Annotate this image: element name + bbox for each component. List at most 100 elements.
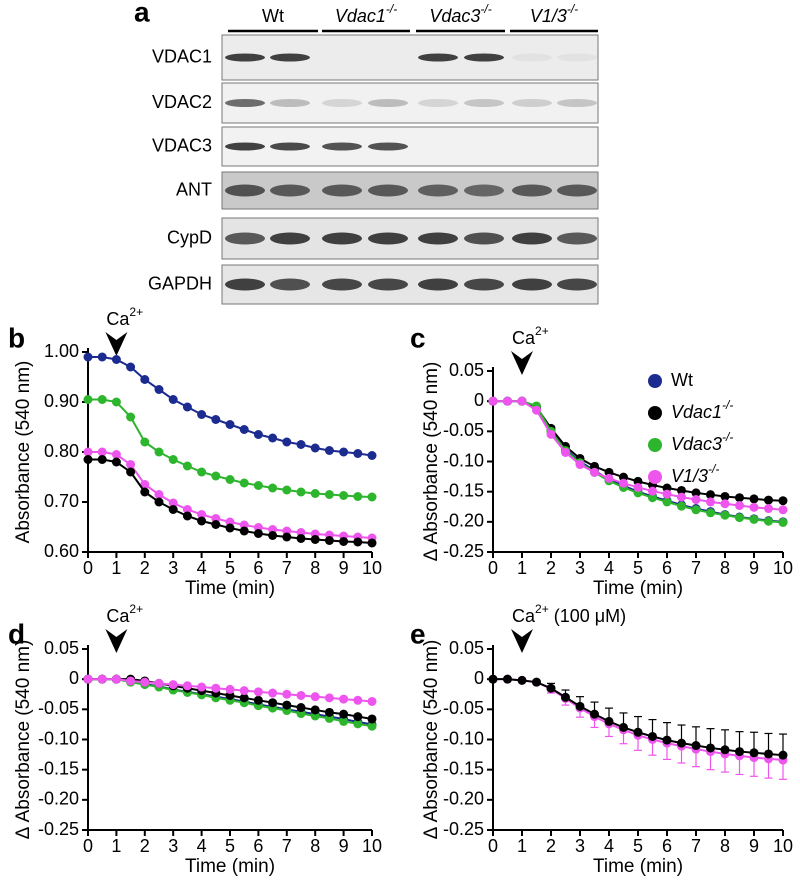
x-tick-label: 3 [575, 836, 585, 856]
data-point [97, 352, 107, 362]
y-tick-label: -0.15 [443, 758, 484, 778]
x-tick-label: 2 [546, 836, 556, 856]
y-tick-label: -0.10 [443, 728, 484, 748]
legend-label-sup: -/- [722, 398, 733, 412]
y-tick-label: -0.25 [443, 819, 484, 839]
data-point [546, 683, 556, 693]
group-label: Wt [262, 6, 284, 26]
data-point [532, 405, 541, 415]
x-axis-label: Time (min) [185, 578, 275, 599]
data-point [339, 709, 349, 719]
data-point [691, 495, 701, 505]
data-point [182, 505, 192, 514]
blot-band [418, 232, 458, 245]
x-tick-label: 6 [662, 836, 672, 856]
blot-band [322, 99, 362, 107]
blot-band [225, 53, 265, 62]
blot-band [512, 184, 552, 197]
data-point [764, 516, 773, 526]
blot-band [464, 53, 504, 62]
data-point [590, 467, 599, 477]
data-point [633, 727, 643, 737]
data-point [310, 443, 320, 453]
group-label-main: Wt [262, 6, 284, 26]
x-tick-label: 1 [517, 836, 527, 856]
data-point [749, 502, 759, 512]
data-point [764, 749, 773, 759]
data-point [182, 681, 192, 691]
data-point [182, 461, 192, 471]
blot-band [557, 184, 597, 197]
data-point [225, 523, 235, 533]
data-point [253, 687, 263, 697]
x-tick-label: 7 [691, 558, 701, 578]
y-tick-label: 0.70 [44, 491, 79, 511]
data-point [604, 716, 614, 726]
panel-label: d [8, 618, 25, 649]
x-tick-label: 5 [633, 836, 643, 856]
y-tick-label: -0.15 [38, 758, 79, 778]
blot-band [512, 99, 552, 107]
data-point [532, 677, 541, 687]
blot-band [512, 232, 552, 245]
blot-row-label: GAPDH [148, 273, 212, 293]
y-tick-label: 0.05 [449, 638, 484, 658]
data-point [503, 674, 512, 684]
data-point [324, 693, 334, 703]
group-label-main: V1/3 [530, 6, 567, 26]
data-point [662, 489, 672, 499]
y-tick-label: 0.05 [449, 360, 484, 380]
data-point [339, 447, 349, 457]
blot-band [270, 142, 310, 151]
blot-band [270, 184, 310, 197]
legend-marker [648, 406, 662, 420]
x-tick-label: 6 [253, 558, 263, 578]
data-point [720, 499, 730, 509]
legend-label-sup: -/- [722, 430, 733, 444]
data-point [517, 396, 527, 406]
data-point [353, 719, 363, 729]
data-point [367, 538, 377, 548]
blot-band [368, 232, 408, 245]
data-point [662, 735, 672, 745]
data-point [575, 460, 585, 470]
blot-strip [221, 82, 599, 124]
blot-band [270, 232, 310, 245]
data-point [778, 750, 788, 760]
x-tick-label: 10 [773, 558, 793, 578]
data-point [253, 481, 263, 490]
data-point [97, 447, 107, 457]
data-point [268, 531, 278, 540]
data-point [561, 692, 570, 702]
blot-band [270, 53, 310, 62]
x-tick-label: 3 [575, 558, 585, 578]
blot-band [368, 278, 408, 291]
data-point [83, 447, 93, 457]
annotation-label-main: Ca [512, 328, 536, 348]
data-point [154, 678, 164, 688]
legend-label-main: Vdac3 [671, 434, 722, 454]
data-point [140, 375, 150, 384]
data-point [339, 716, 349, 726]
data-point [633, 482, 643, 492]
x-tick-label: 0 [488, 836, 498, 856]
data-point [268, 688, 278, 698]
data-point [735, 747, 744, 757]
data-point [225, 420, 235, 429]
blot-band [512, 53, 552, 62]
group-label-sup: -/- [386, 2, 397, 16]
data-point [367, 451, 377, 460]
data-point [619, 478, 628, 488]
data-point [83, 395, 93, 404]
x-tick-label: 10 [773, 836, 793, 856]
data-point [282, 689, 292, 699]
data-point [239, 693, 249, 703]
x-tick-label: 10 [362, 558, 382, 578]
y-tick-label: -0.25 [38, 819, 79, 839]
data-point [691, 741, 701, 751]
annotation-label: Ca2+ [106, 305, 143, 329]
group-label-main: Vdac3 [429, 6, 480, 26]
panel-label: e [410, 618, 426, 649]
x-tick-label: 3 [168, 836, 178, 856]
